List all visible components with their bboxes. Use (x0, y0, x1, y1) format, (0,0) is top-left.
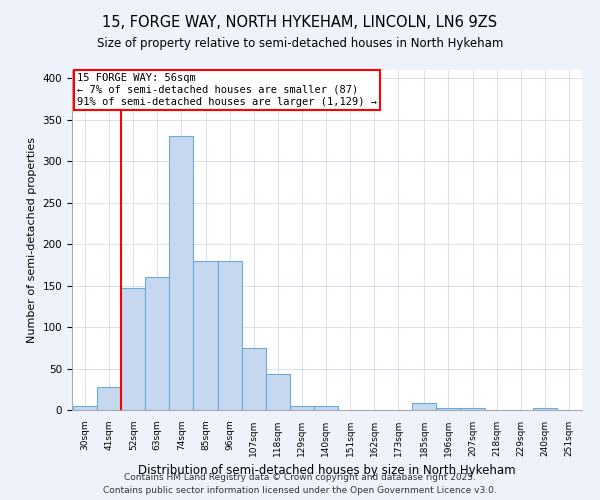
Bar (436, 408, 461, 410)
Bar (169, 136, 193, 410)
Bar (533, 408, 557, 410)
Text: Size of property relative to semi-detached houses in North Hykeham: Size of property relative to semi-detach… (97, 38, 503, 51)
Bar (121, 288, 145, 410)
Bar (218, 260, 242, 410)
Bar (266, 374, 290, 410)
Text: Contains HM Land Registry data © Crown copyright and database right 2025.: Contains HM Land Registry data © Crown c… (124, 474, 476, 482)
Bar (97, 387, 121, 410)
X-axis label: Distribution of semi-detached houses by size in North Hykeham: Distribution of semi-detached houses by … (138, 464, 516, 477)
Bar (461, 408, 485, 410)
Bar (242, 348, 266, 410)
Text: Contains public sector information licensed under the Open Government Licence v3: Contains public sector information licen… (103, 486, 497, 495)
Bar (314, 406, 338, 410)
Text: 15, FORGE WAY, NORTH HYKEHAM, LINCOLN, LN6 9ZS: 15, FORGE WAY, NORTH HYKEHAM, LINCOLN, L… (103, 15, 497, 30)
Bar (145, 278, 169, 410)
Bar (290, 406, 314, 410)
Text: 15 FORGE WAY: 56sqm
← 7% of semi-detached houses are smaller (87)
91% of semi-de: 15 FORGE WAY: 56sqm ← 7% of semi-detache… (77, 74, 377, 106)
Bar (412, 404, 436, 410)
Bar (73, 406, 97, 410)
Y-axis label: Number of semi-detached properties: Number of semi-detached properties (27, 137, 37, 343)
Bar (193, 260, 218, 410)
